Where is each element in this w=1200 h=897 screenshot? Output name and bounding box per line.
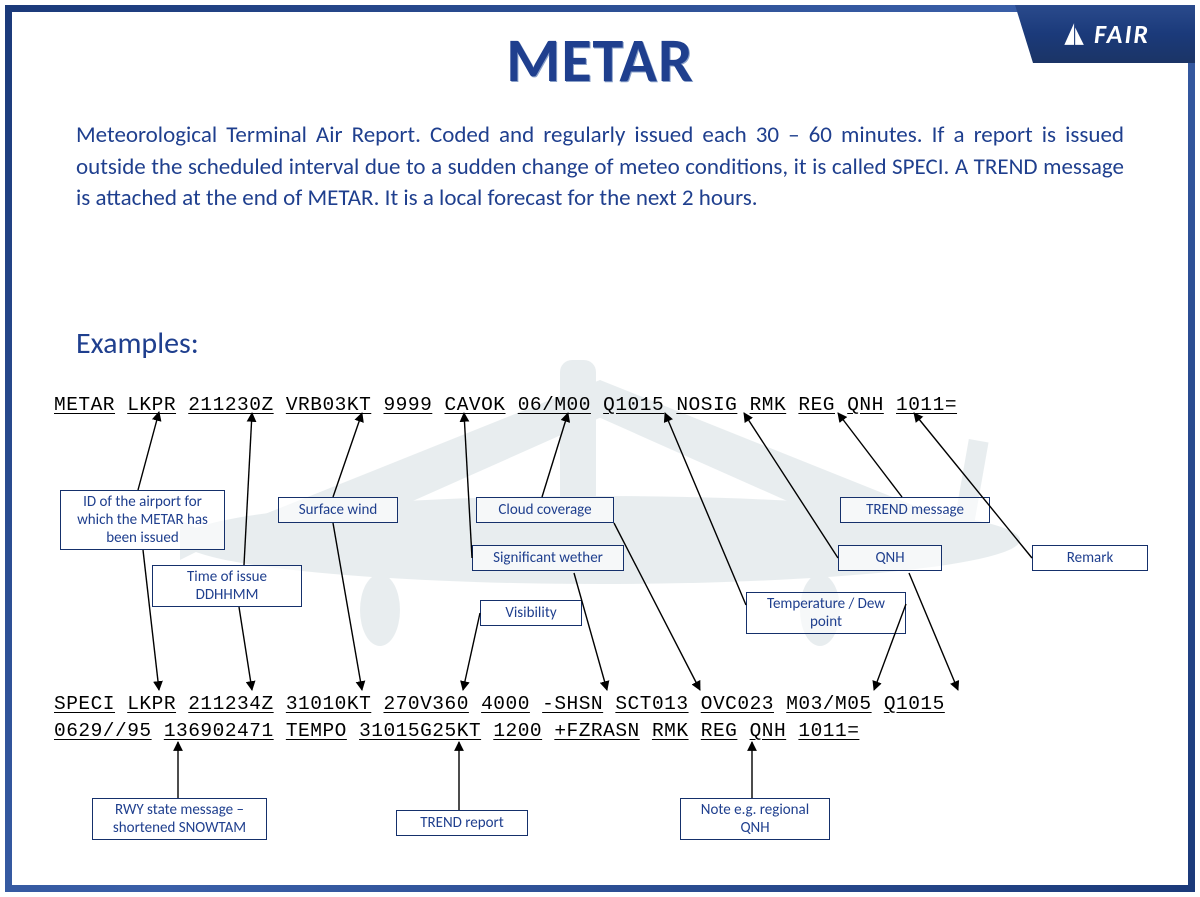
callout-qnh: QNH [838, 545, 942, 571]
slide: FAIR METAR Meteorological Terminal Air R… [0, 0, 1200, 897]
callout-surface-wind: Surface wind [278, 497, 398, 523]
callout-temp-dew: Temperature / Dew point [746, 592, 906, 634]
callout-rwy-state: RWY state message – shortened SNOWTAM [92, 798, 267, 840]
callout-cloud-coverage: Cloud coverage [476, 497, 614, 523]
speci-example-line-1: SPECI LKPR 211234Z 31010KT 270V360 4000 … [54, 693, 945, 715]
callout-note-qnh: Note e.g. regional QNH [680, 798, 830, 840]
page-title: METAR [0, 22, 1200, 98]
callout-remark: Remark [1032, 545, 1148, 571]
callout-significant-wx: Significant wether [472, 545, 624, 571]
callout-visibility: Visibility [480, 600, 582, 626]
examples-heading: Examples: [76, 325, 199, 362]
intro-paragraph: Meteorological Terminal Air Report. Code… [76, 120, 1124, 215]
callout-time-issue: Time of issue DDHHMM [152, 565, 302, 607]
metar-example-line: METAR LKPR 211230Z VRB03KT 9999 CAVOK 06… [54, 394, 957, 416]
callout-trend-message: TREND message [840, 497, 990, 523]
speci-example-line-2: 0629//95 136902471 TEMPO 31015G25KT 1200… [54, 720, 859, 742]
callout-trend-report: TREND report [396, 810, 528, 836]
callout-airport-id: ID of the airport for which the METAR ha… [60, 490, 225, 550]
